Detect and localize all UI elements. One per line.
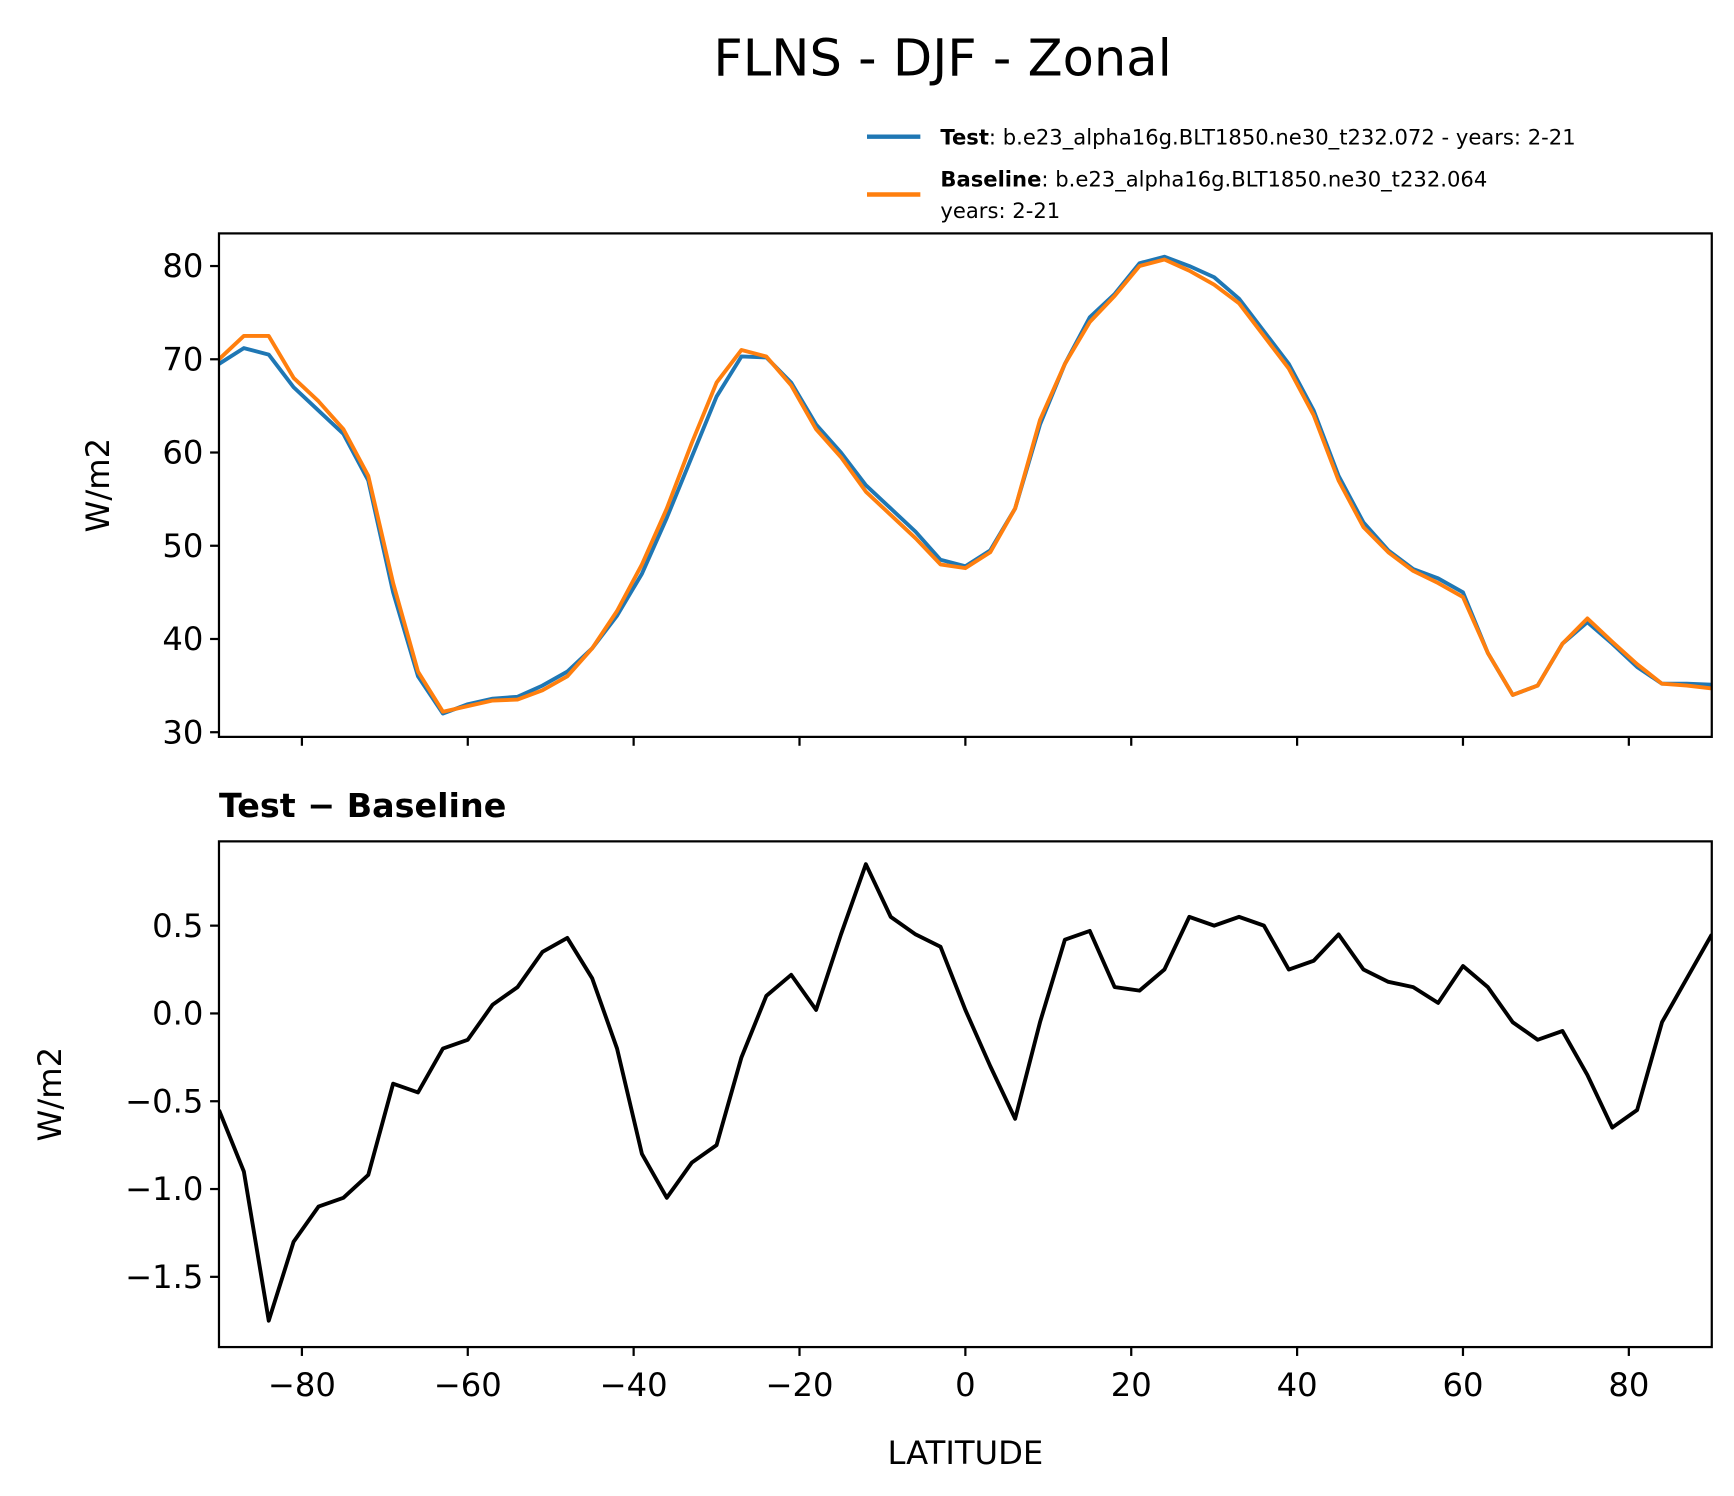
x-tick-label: −20 [766, 1366, 834, 1404]
y-axis-label: W/m2 [31, 1047, 69, 1142]
y-tick-label: 60 [162, 434, 203, 472]
y-tick-label: −1.5 [125, 1258, 203, 1296]
y-tick-label: 70 [162, 340, 203, 378]
x-tick-label: 20 [1111, 1366, 1152, 1404]
axes-title: Test − Baseline [219, 786, 506, 825]
y-tick-label: −0.5 [125, 1082, 203, 1120]
legend-name: Test [940, 124, 989, 149]
axes-frame [217, 232, 1713, 738]
x-tick-label: 80 [1608, 1366, 1649, 1404]
y-tick-label: 0.0 [152, 995, 203, 1033]
y-axis-label: W/m2 [79, 438, 117, 533]
x-tick-label: −60 [434, 1366, 502, 1404]
y-tick-label: −1.0 [125, 1170, 203, 1208]
legend-description: years: 2-21 [940, 198, 1060, 223]
legend-name: Baseline [940, 167, 1041, 192]
y-tick-label: 80 [162, 247, 203, 285]
legend-description: : b.e23_alpha16g.BLT1850.ne30_t232.064 [1041, 167, 1487, 193]
y-tick-label: 40 [162, 620, 203, 658]
legend-label: Test: b.e23_alpha16g.BLT1850.ne30_t232.0… [940, 124, 1575, 150]
x-tick-label: −40 [600, 1366, 668, 1404]
legend-description: : b.e23_alpha16g.BLT1850.ne30_t232.072 -… [989, 124, 1576, 150]
axes-frame [217, 840, 1713, 1349]
x-tick-label: 0 [955, 1366, 976, 1404]
y-tick-label: 50 [162, 527, 203, 565]
figure-title: FLNS - DJF - Zonal [713, 30, 1171, 89]
data-line [218, 254, 1712, 716]
data-line [218, 862, 1712, 1323]
y-tick-label: 30 [162, 713, 203, 751]
legend-label: Baseline: b.e23_alpha16g.BLT1850.ne30_t2… [940, 167, 1487, 193]
x-tick-label: 60 [1442, 1366, 1483, 1404]
y-tick-label: 0.5 [152, 907, 203, 945]
plot-area [218, 254, 1712, 716]
x-tick-label: −80 [268, 1366, 336, 1404]
x-tick-label: 40 [1277, 1366, 1318, 1404]
plot-area [218, 862, 1712, 1323]
data-line [218, 257, 1712, 714]
x-axis-label: LATITUDE [887, 1434, 1043, 1472]
